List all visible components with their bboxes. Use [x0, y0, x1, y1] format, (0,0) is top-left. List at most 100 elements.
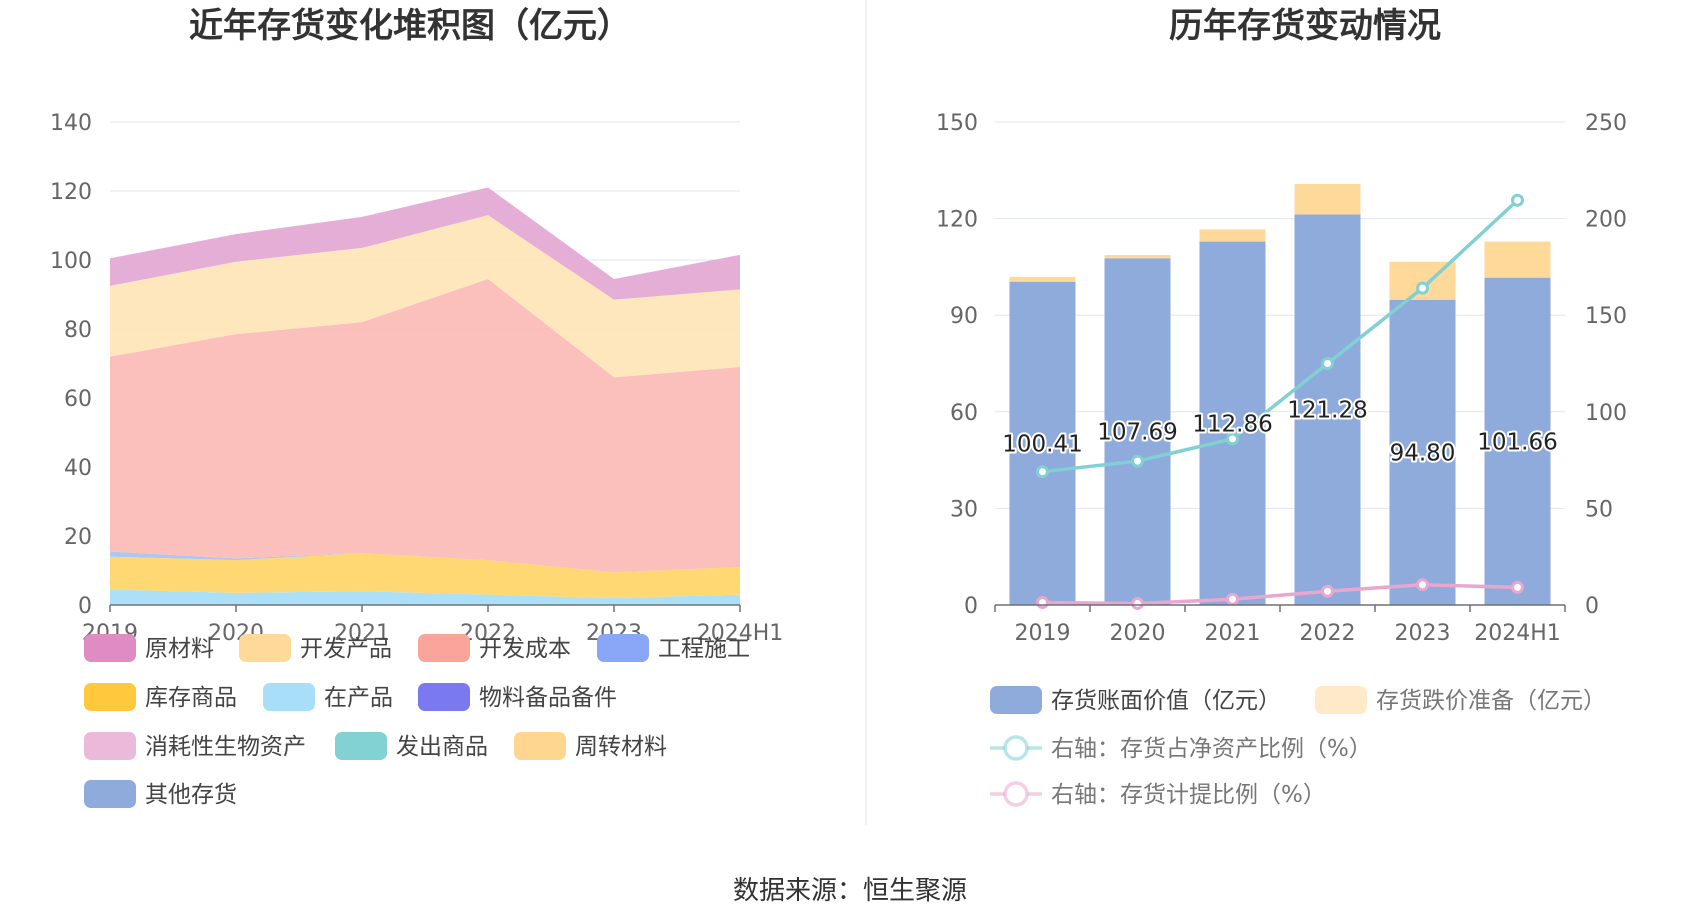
line-point — [1416, 281, 1429, 295]
legend-item[interactable]: 其他存货 — [84, 780, 237, 808]
bar-data-labels: 100.41 107.69 112.86 121.28 94.80 101.66 — [1000, 396, 1559, 469]
legend-label: 库存商品 — [145, 685, 237, 711]
left-y-tick-label: 150 — [936, 111, 978, 136]
legend-label: 存货账面价值（亿元） — [1051, 688, 1281, 714]
x-axis: 2019 2020 2021 2022 2023 2024H1 — [994, 604, 1566, 646]
legend-item[interactable]: 存货账面价值（亿元） — [990, 686, 1281, 714]
legend-item[interactable]: 原材料 — [84, 634, 214, 662]
bar-存货跌价准备（亿元） — [1484, 241, 1551, 278]
area-开发成本 — [110, 278, 740, 573]
bar-存货跌价准备（亿元） — [1104, 255, 1171, 259]
bar-value-label: 100.41 — [1002, 431, 1082, 457]
stacked-area-chart: 近年存货变化堆积图（亿元） 0 20 40 60 80 100 120 140 2019 202… — [50, 6, 783, 808]
line-point — [1511, 193, 1524, 207]
area-开发产品 — [110, 215, 740, 378]
line-point — [1131, 454, 1144, 468]
legend-swatch — [263, 683, 315, 711]
line-右轴：存货占净资产比例（%） — [1042, 198, 1519, 474]
y-tick-label: 0 — [78, 594, 92, 619]
legend-swatch — [84, 683, 136, 711]
y-tick-label: 100 — [50, 249, 92, 274]
x-tick-label: 2019 — [1015, 621, 1071, 646]
right-y-tick-label: 150 — [1585, 304, 1627, 329]
legend-item[interactable]: 开发成本 — [418, 634, 571, 662]
legend-item[interactable]: 周转材料 — [514, 732, 667, 760]
legend-swatch — [84, 634, 136, 662]
legend-swatch — [335, 732, 387, 760]
y-tick-labels: 0 20 40 60 80 100 120 140 — [50, 111, 92, 619]
bar-存货账面价值（亿元） — [1389, 299, 1456, 605]
legend-swatch — [84, 732, 136, 760]
area-在产品 — [110, 589, 740, 605]
legend-item[interactable]: 在产品 — [263, 683, 393, 711]
left-y-tick-labels: 0 30 60 90 120 150 — [936, 111, 978, 619]
legend-swatch — [418, 683, 470, 711]
legend-item[interactable]: 消耗性生物资产 — [84, 732, 306, 760]
bar-存货账面价值（亿元） — [1009, 281, 1076, 605]
bar-value-label: 94.80 — [1390, 440, 1456, 466]
y-tick-label: 120 — [50, 180, 92, 205]
legend-swatch-marker — [1003, 781, 1029, 807]
legend-label: 右轴：存货计提比例（%） — [1051, 782, 1326, 808]
line-point — [1416, 578, 1429, 592]
y-tick-label: 140 — [50, 111, 92, 136]
x-tick-label: 2023 — [1395, 621, 1451, 646]
line-point — [1321, 357, 1334, 370]
right-y-tick-label: 0 — [1585, 594, 1599, 619]
line-point — [1321, 584, 1334, 598]
legend: 存货账面价值（亿元） 存货跌价准备（亿元）右轴：存货占净资产比例（%） 右轴：存货计… — [990, 686, 1606, 808]
bar-存货跌价准备（亿元） — [1009, 276, 1076, 282]
bar-series — [1009, 183, 1551, 605]
legend-swatch — [84, 780, 136, 808]
line-point — [1036, 465, 1049, 479]
line-point — [1226, 592, 1239, 606]
legend-swatch — [418, 634, 470, 662]
legend-item[interactable]: 存货跌价准备（亿元） — [1315, 686, 1606, 714]
legend-label: 工程施工 — [658, 636, 750, 662]
legend-item[interactable]: 发出商品 — [335, 732, 488, 760]
bar-value-label: 112.86 — [1192, 411, 1272, 437]
legend-swatch-marker — [1003, 735, 1029, 761]
legend-label: 原材料 — [145, 636, 214, 662]
legend-label: 右轴：存货占净资产比例（%） — [1051, 736, 1372, 762]
area-series — [110, 187, 740, 605]
y-tick-label: 40 — [64, 456, 92, 481]
bar-存货跌价准备（亿元） — [1294, 183, 1361, 215]
y-tick-label: 20 — [64, 525, 92, 550]
left-y-tick-label: 60 — [950, 401, 978, 426]
bar-存货账面价值（亿元） — [1294, 214, 1361, 605]
legend-swatch — [1315, 686, 1367, 714]
legend-item[interactable]: 右轴：存货占净资产比例（%） — [990, 735, 1372, 762]
line-右轴：存货计提比例（%） — [1042, 582, 1518, 606]
line-point — [1511, 580, 1524, 594]
x-axis: 2019 2020 2021 2022 2023 2024H1 — [82, 604, 783, 646]
left-y-tick-label: 30 — [950, 497, 978, 522]
left-y-tick-label: 120 — [936, 208, 978, 233]
right-y-tick-label: 200 — [1585, 208, 1627, 233]
legend-label: 其他存货 — [145, 782, 237, 808]
legend-swatch — [514, 732, 566, 760]
legend-item[interactable]: 库存商品 — [84, 683, 237, 711]
y-tick-label: 80 — [64, 318, 92, 343]
legend-label: 存货跌价准备（亿元） — [1376, 688, 1606, 714]
legend-label: 发出商品 — [396, 734, 488, 760]
legend-label: 开发成本 — [479, 636, 571, 662]
line-series — [1036, 193, 1524, 610]
legend-item[interactable]: 工程施工 — [597, 634, 750, 662]
legend-item[interactable]: 物料备品备件 — [418, 683, 617, 711]
legend-label: 开发产品 — [300, 636, 392, 662]
x-tick-label: 2020 — [1110, 621, 1166, 646]
bar-value-label: 101.66 — [1477, 429, 1557, 455]
legend-label: 消耗性生物资产 — [145, 734, 306, 760]
right-y-tick-label: 50 — [1585, 497, 1613, 522]
line-point — [1226, 432, 1239, 446]
left-y-tick-label: 90 — [950, 304, 978, 329]
legend-swatch — [239, 634, 291, 662]
area-原材料 — [110, 187, 740, 300]
chart-title: 近年存货变化堆积图（亿元） — [189, 6, 631, 46]
legend-swatch — [990, 686, 1042, 714]
line-point — [1131, 596, 1144, 610]
legend-item[interactable]: 右轴：存货计提比例（%） — [990, 781, 1326, 808]
legend-label: 在产品 — [324, 685, 393, 711]
legend-item[interactable]: 开发产品 — [239, 634, 392, 662]
